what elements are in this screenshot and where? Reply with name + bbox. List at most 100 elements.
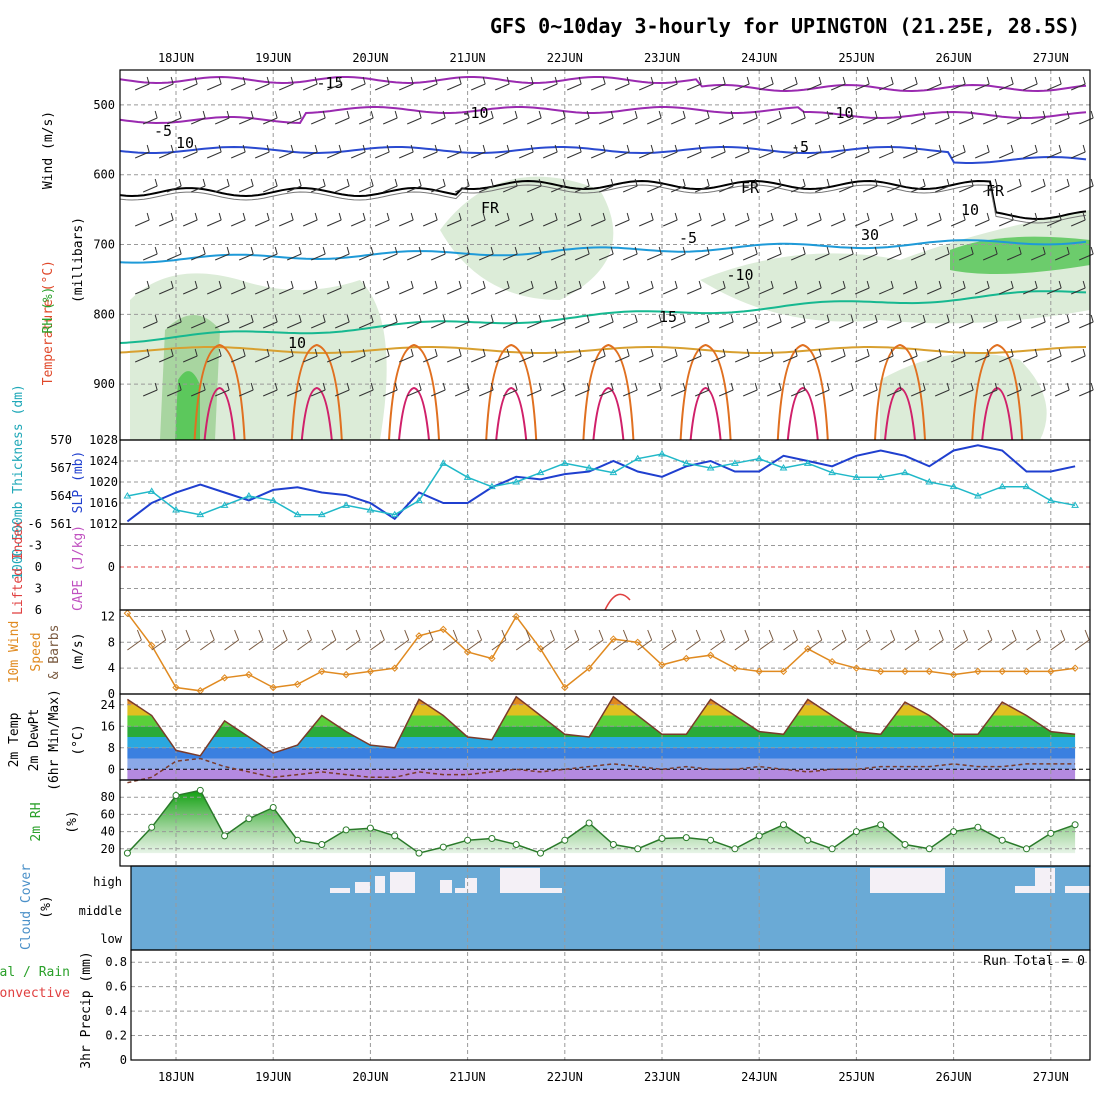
wind-barb [566,83,582,91]
wind-barb [1042,314,1046,323]
wind-barb [490,178,494,187]
pressure-tick: 500 [93,98,115,112]
cloud-block [440,880,452,893]
wind-barb [338,144,342,153]
wind-barb [986,212,990,221]
wind-barb [963,629,969,641]
rh-point [269,804,277,812]
precip-axis-label: 3hr Precip (mm) [79,951,94,1068]
rh-tick: 60 [101,807,115,821]
wind-barb [182,83,198,91]
wind-barb [1054,253,1070,261]
rh-tick: 20 [101,842,115,856]
contour-label: 15 [659,308,677,326]
wind-barb [802,178,806,187]
wind-speed-point [463,648,472,656]
wind-barb [586,382,590,391]
wind-barb [526,389,542,397]
wind-barb [454,117,470,125]
slp-label: SLP (mb) [71,451,86,514]
wind-barb [830,287,846,295]
rh-point [804,836,812,844]
wind-barb [1011,629,1017,641]
wind-barb [226,314,230,323]
rh-point [707,836,715,844]
wind-barb [478,389,494,397]
wind-barb [782,151,798,159]
wind-barb [370,639,385,651]
thickness-point [293,510,302,518]
thickness-point [123,492,132,499]
wind-barb [430,185,446,193]
wind-barb [146,348,150,357]
wind-barb [478,185,494,193]
wind-barb [734,355,750,363]
wind-barb [598,117,614,125]
wind-barb [602,280,606,289]
wind-barb [250,178,254,187]
wind-barb [646,185,662,193]
wind-barb [394,110,398,119]
wind-barb [350,287,366,295]
wind-barb [938,348,942,357]
wind-barb [614,287,630,295]
pressure-tick: 800 [93,307,115,321]
wind-barb [540,639,555,651]
contour-label: -5 [679,229,697,247]
wind-barb [530,144,534,153]
wind-barb [1090,110,1094,119]
wind-barb [898,178,902,187]
wind-barb [970,246,974,255]
wind-barb [550,253,566,261]
wind-barb [518,287,534,295]
rh-point [245,815,253,823]
wind-barb [698,348,702,357]
thickness-point [682,459,691,466]
wind-barb [214,117,230,125]
wind-tick: 8 [108,635,115,649]
wind-barb [1026,639,1041,651]
wind-barb [514,314,518,323]
wind-barb [482,76,486,85]
wind-barb [1084,629,1090,641]
wind-barb [230,151,246,159]
date-tick-bottom: 20JUN [352,1070,388,1084]
wind-speed-point [925,667,934,676]
wind-barb [744,629,750,641]
wind-barb [326,355,342,363]
temperature-contour [203,386,236,441]
wind-barb [662,355,678,363]
wind-barb [854,219,870,227]
wind-barb [1090,246,1094,255]
wind-barb [602,348,606,357]
wind-barb [778,110,782,119]
wind-barb [1046,355,1062,363]
wind-barb [358,321,374,329]
cloud-block [1015,886,1035,893]
wind-barb [934,253,950,261]
panel-frame [130,949,1091,1061]
wind-barb [1070,355,1086,363]
wind-barb [302,151,318,159]
temp-tick: 0 [108,762,115,776]
rh-point [1071,821,1079,829]
wind-barb [418,314,422,323]
wind-barb [506,212,510,221]
precip-tick: 0.6 [105,980,127,994]
wind-barb [314,348,318,357]
wind-barb [878,83,894,91]
cloud-block [355,882,370,893]
wind-barb [1058,280,1062,289]
wind-barb [698,76,702,85]
wind-barb [322,382,326,391]
wind-barb [682,382,686,391]
wind-barb [214,253,230,261]
cloud-block [330,888,350,893]
wind-barb [550,185,566,193]
wind-barb [158,151,174,159]
rh-tick: 40 [101,825,115,839]
wind-barb [778,314,782,323]
wind-barb [770,76,774,85]
wind-barb [754,178,758,187]
wind-barb [1090,314,1094,323]
